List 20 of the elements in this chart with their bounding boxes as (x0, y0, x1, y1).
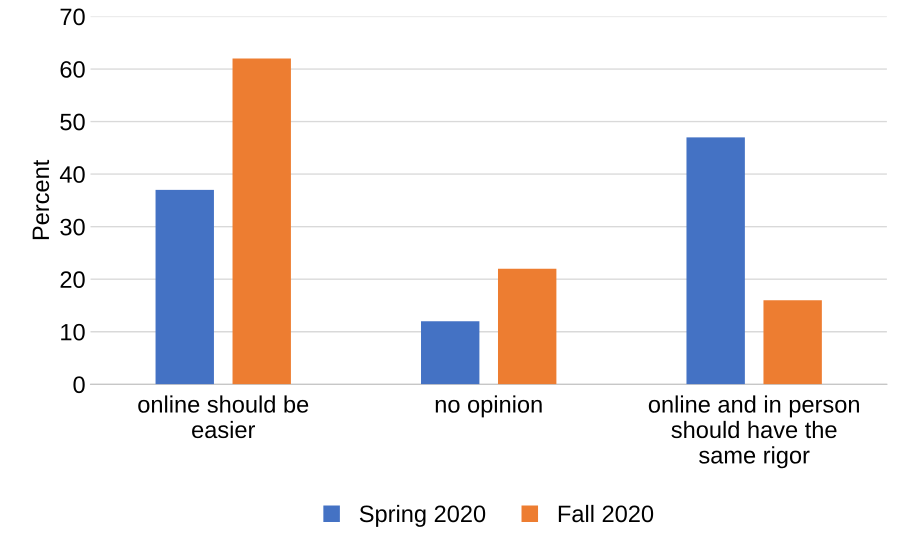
y-tick-label: 50 (60, 114, 85, 130)
x-tick-label: online and in person should have the same rigor (648, 395, 859, 468)
x-tick-label: no opinion (436, 395, 542, 418)
legend-label: Spring 2020 (360, 504, 486, 527)
y-tick-label: 0 (73, 376, 85, 394)
y-tick-label: 10 (61, 324, 85, 341)
bar (686, 137, 745, 384)
y-tick-label: 60 (60, 61, 85, 78)
bar (498, 268, 556, 384)
y-tick-label: 20 (60, 271, 85, 288)
y-tick-label: 70 (60, 8, 85, 26)
bar (421, 321, 480, 384)
y-tick-label: 40 (60, 166, 85, 183)
bar (763, 300, 822, 384)
legend-label: Fall 2020 (558, 504, 654, 522)
bar (156, 190, 214, 384)
x-tick-label: online should be easier (138, 395, 308, 438)
y-tick-label: 30 (60, 218, 85, 236)
y-axis-title: Percent (32, 160, 50, 240)
bar (232, 58, 291, 384)
